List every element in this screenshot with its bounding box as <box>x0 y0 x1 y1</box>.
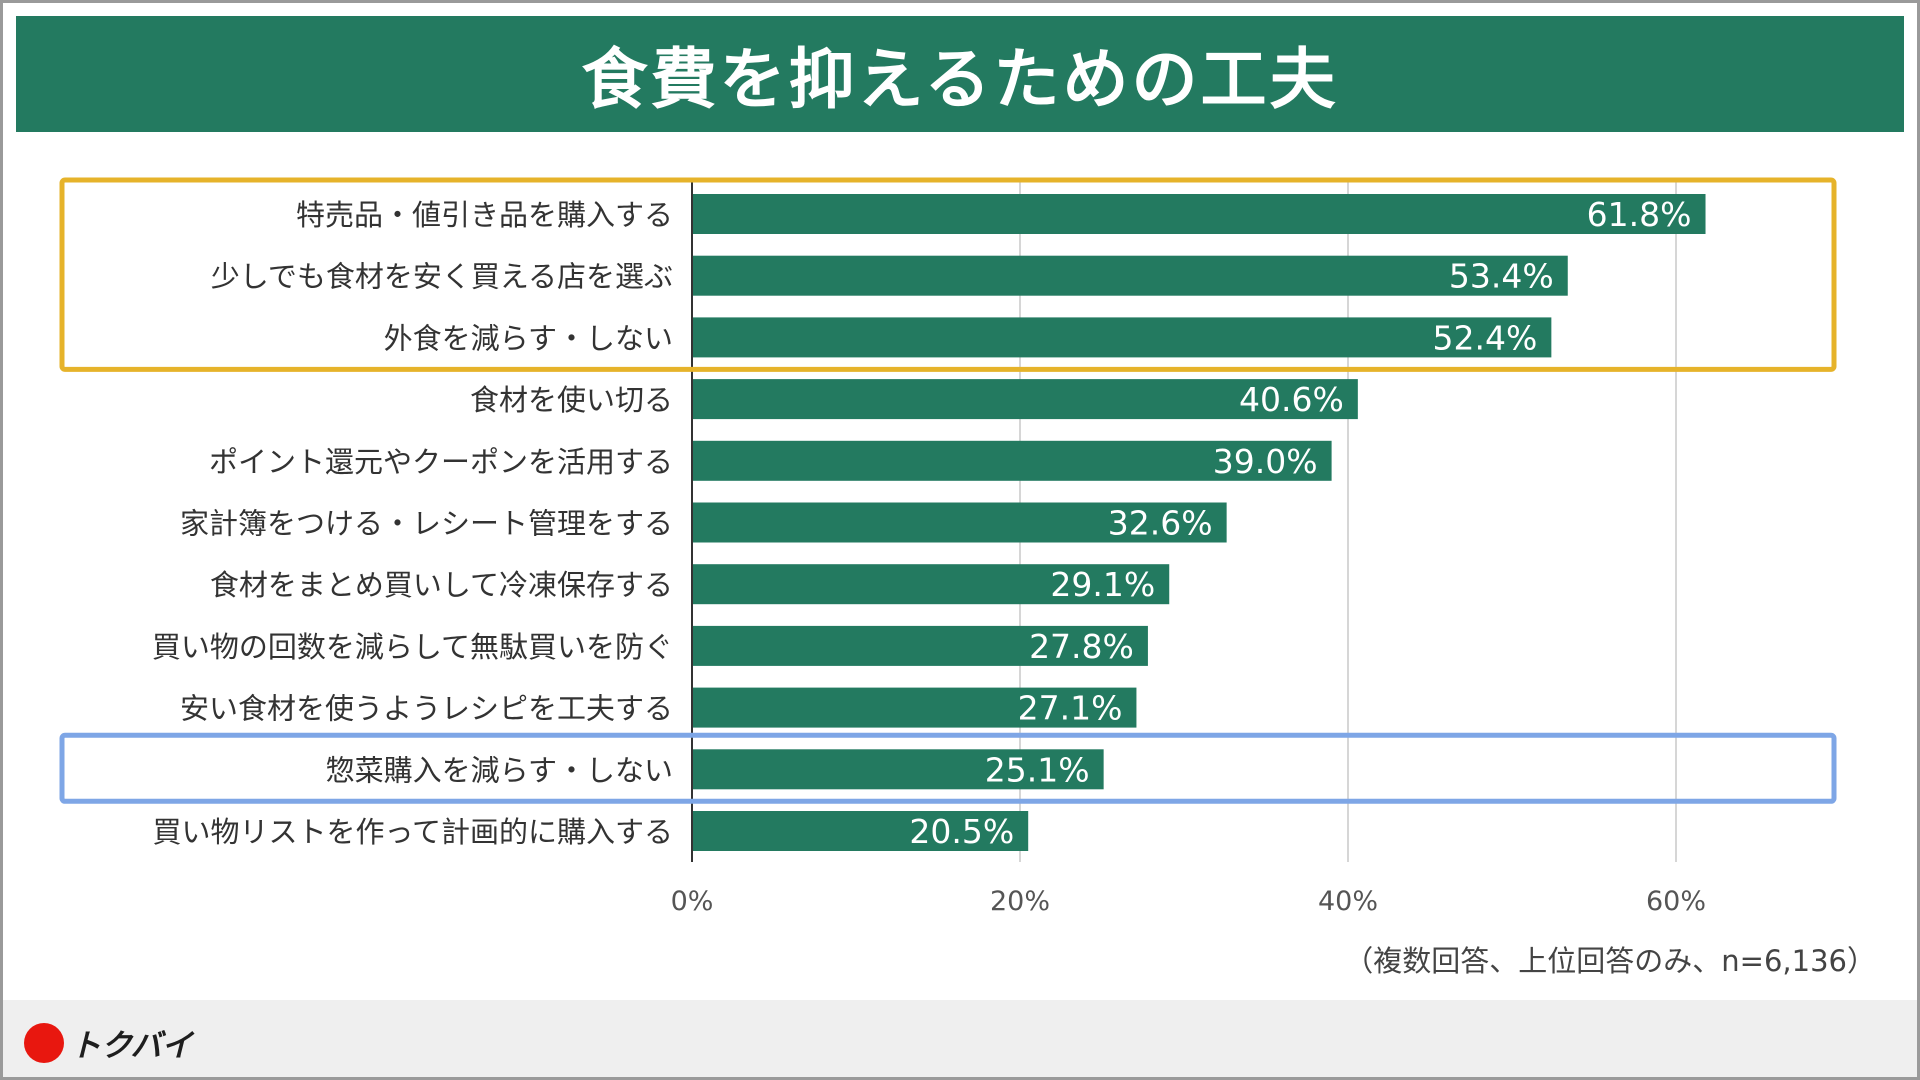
bar <box>692 687 1137 728</box>
bar-value-label: 61.8% <box>1587 195 1692 234</box>
bar <box>692 440 1332 481</box>
highlight-box <box>59 732 1837 804</box>
title-banner: 食費を抑えるための工夫 <box>16 16 1904 132</box>
bar <box>692 255 1568 296</box>
x-tick-label: 0% <box>671 886 714 917</box>
bar <box>692 749 1104 790</box>
category-label: 安い食材を使うようレシピを工夫する <box>180 692 673 726</box>
bar <box>692 379 1358 420</box>
bar-value-label: 40.6% <box>1239 380 1344 419</box>
logo-mark-icon <box>24 1022 64 1063</box>
bar-value-label: 29.1% <box>1050 565 1155 604</box>
category-label: 食材を使い切る <box>470 383 673 417</box>
bar-value-label: 32.6% <box>1108 504 1213 543</box>
bar-value-label: 53.4% <box>1449 257 1554 296</box>
bar <box>692 625 1148 666</box>
bar-chart: 0% 20% 40% 60% 61.8% 特売品・値引き品を購入する 53.4% 少しでも食材… <box>59 177 1837 917</box>
brand-logo: トクバイ <box>24 1020 192 1065</box>
sample-note: （複数回答、上位回答のみ、n=6,136） <box>1344 944 1876 978</box>
category-label: 少しでも食材を安く買える店を選ぶ <box>211 260 673 294</box>
highlight-box <box>59 177 1837 372</box>
bar-value-label: 27.1% <box>1018 689 1123 728</box>
bar-value-label: 52.4% <box>1433 318 1538 357</box>
bar-value-label: 25.1% <box>985 750 1090 789</box>
bar <box>692 564 1170 605</box>
category-label: 特売品・値引き品を購入する <box>296 198 673 232</box>
bar <box>692 317 1552 358</box>
footer-bar <box>3 1000 1917 1077</box>
category-label: 外食を減らす・しない <box>384 321 673 355</box>
bar-value-label: 27.8% <box>1029 627 1134 666</box>
bar <box>692 502 1227 543</box>
bar <box>692 811 1029 851</box>
category-label: 食材をまとめ買いして冷凍保存する <box>210 568 673 602</box>
category-label: 家計簿をつける・レシート管理をする <box>180 507 673 541</box>
x-tick-label: 40% <box>1318 886 1378 917</box>
category-label: 惣菜購入を減らす・しない <box>326 753 673 787</box>
category-label: 買い物リストを作って計画的に購入する <box>152 815 673 849</box>
bar-value-label: 20.5% <box>909 812 1014 851</box>
bar-value-label: 39.0% <box>1213 442 1318 481</box>
category-label: ポイント還元やクーポンを活用する <box>209 445 673 479</box>
x-tick-label: 60% <box>1646 886 1706 917</box>
category-label: 買い物の回数を減らして無駄買いを防ぐ <box>152 630 673 664</box>
bar <box>692 194 1706 234</box>
x-tick-label: 20% <box>990 886 1050 917</box>
chart-title: 食費を抑えるための工夫 <box>581 41 1339 118</box>
brand-name: トクバイ <box>70 1028 193 1064</box>
